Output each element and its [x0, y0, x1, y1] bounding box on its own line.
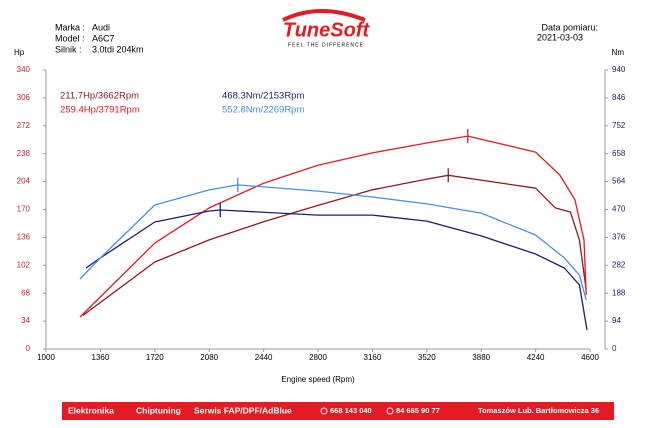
footer-item: 668 143 040 [330, 406, 372, 415]
model-label: Model : [55, 33, 85, 43]
phone-icon [386, 407, 394, 415]
x-tick-label: 3880 [472, 353, 490, 362]
engine: 3.0tdi 204km [92, 44, 144, 54]
x-tick-label: 3160 [364, 353, 382, 362]
y-tick-label: 204 [17, 177, 31, 186]
logo-arc [282, 9, 366, 22]
engine-label: Silnik : [55, 44, 82, 54]
x-tick-label: 2440 [255, 353, 273, 362]
y-tick-label: 272 [17, 121, 31, 130]
y2-tick-label: 376 [612, 233, 626, 242]
footer-item: Tomaszów Lub. Bartłomowicza 36 [478, 406, 599, 415]
date-label: Data pomiaru: [541, 22, 598, 32]
y2-tick-label: 752 [612, 121, 626, 130]
y-tick-label: 306 [17, 93, 31, 102]
x-tick-label: 2080 [200, 353, 218, 362]
footer-bar [62, 402, 614, 420]
y-tick-label: 68 [21, 288, 30, 297]
footer-item: Serwis FAP/DPF/AdBlue [194, 405, 292, 415]
annotation: 552.8Nm/2269Rpm [222, 105, 304, 116]
phone-icon [320, 407, 328, 415]
y-tick-label: 170 [17, 205, 31, 214]
y2-tick-label: 282 [612, 260, 626, 269]
make-label: Marka : [55, 22, 85, 32]
series-line [82, 174, 587, 316]
y-tick-label: 340 [17, 65, 31, 74]
y-tick-label: 34 [21, 316, 30, 325]
y2-tick-label: 470 [612, 205, 626, 214]
date: 2021-03-03 [537, 32, 583, 42]
y2-axis-label: Nm [612, 48, 625, 57]
make: Audi [92, 22, 110, 32]
series-line [79, 184, 587, 301]
model: A6C7 [92, 33, 115, 43]
series-line [85, 209, 588, 331]
x-tick-label: 2800 [309, 353, 327, 362]
annotation: 259.4Hp/3791Rpm [60, 105, 140, 116]
x-tick-label: 1360 [92, 353, 110, 362]
y2-tick-label: 188 [612, 288, 626, 297]
x-tick-label: 1000 [37, 353, 55, 362]
y-tick-label: 136 [17, 233, 31, 242]
y2-tick-label: 564 [612, 177, 626, 186]
footer-item: Chiptuning [136, 405, 181, 415]
y2-tick-label: 940 [612, 65, 626, 74]
y-tick-label: 238 [17, 149, 31, 158]
x-axis-label: Engine speed (Rpm) [281, 375, 355, 384]
y-tick-label: 0 [26, 344, 31, 353]
y2-tick-label: 94 [612, 316, 621, 325]
x-tick-label: 4600 [581, 353, 599, 362]
y-tick-label: 102 [17, 260, 31, 269]
y2-tick-label: 658 [612, 149, 626, 158]
x-tick-label: 4240 [527, 353, 545, 362]
y-axis-label: Hp [14, 48, 25, 57]
series-line [79, 135, 587, 318]
x-tick-label: 3520 [418, 353, 436, 362]
slogan: FEEL THE DIFFERENCE [288, 42, 364, 48]
footer-item: 84 665 90 77 [396, 406, 440, 415]
logo: TuneSoft [283, 19, 371, 41]
x-tick-label: 1720 [146, 353, 164, 362]
y2-tick-label: 0 [612, 344, 617, 353]
y2-tick-label: 846 [612, 93, 626, 102]
annotation: 211.7Hp/3662Rpm [60, 91, 139, 102]
footer-item: Elektronika [68, 405, 114, 415]
annotation: 468.3Nm/2153Rpm [222, 91, 304, 102]
